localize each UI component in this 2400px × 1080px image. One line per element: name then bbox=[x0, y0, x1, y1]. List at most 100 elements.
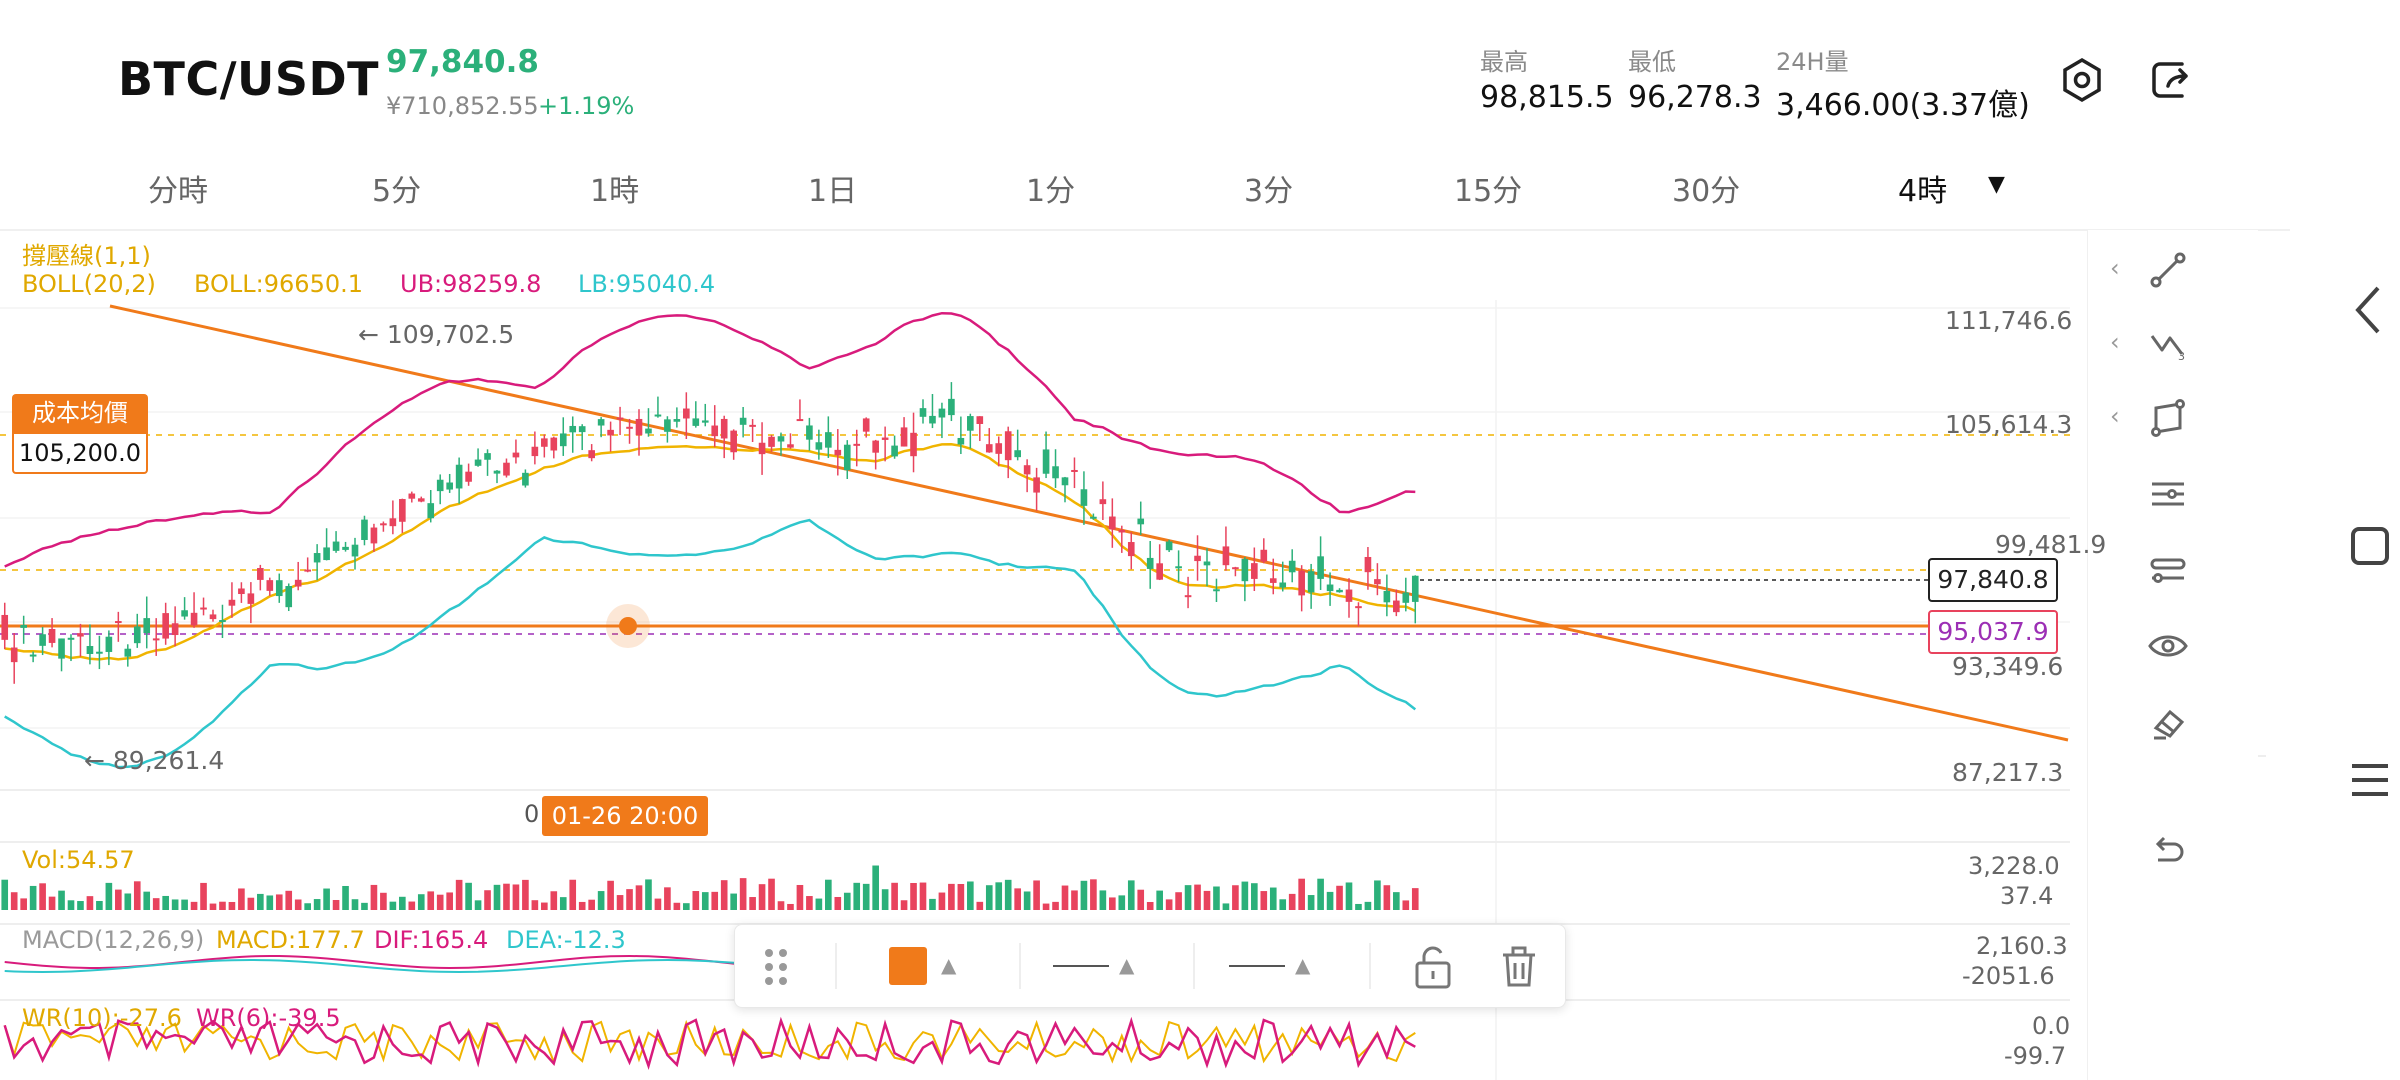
candle bbox=[664, 419, 671, 432]
candle bbox=[29, 654, 37, 657]
volume-bar bbox=[1288, 893, 1296, 910]
volume-bar bbox=[1364, 901, 1372, 910]
rectangle-icon[interactable] bbox=[2144, 394, 2192, 442]
volume-bar bbox=[275, 894, 283, 910]
wave-icon[interactable]: 3 bbox=[2144, 320, 2192, 368]
unlock-icon[interactable] bbox=[1411, 943, 1455, 995]
candle bbox=[891, 445, 898, 457]
candle bbox=[1260, 549, 1268, 562]
volume-bar bbox=[531, 900, 539, 910]
volume-bar bbox=[843, 892, 851, 910]
eraser-icon[interactable] bbox=[2144, 698, 2192, 746]
trash-icon[interactable] bbox=[1497, 943, 1541, 995]
volume-bar bbox=[1393, 892, 1400, 910]
parallel-lines-icon[interactable] bbox=[2144, 470, 2192, 518]
ray-icon[interactable] bbox=[2144, 546, 2192, 594]
trend-line bbox=[109, 304, 2069, 742]
y-tick: 87,217.3 bbox=[1952, 758, 2064, 787]
expand-arrow-icon[interactable]: ‹ bbox=[2110, 402, 2120, 430]
boll-middle-band bbox=[4, 443, 1416, 661]
line-style[interactable] bbox=[1053, 965, 1109, 967]
volume-bar bbox=[1411, 888, 1419, 910]
candle bbox=[332, 541, 340, 551]
candle bbox=[209, 614, 217, 620]
expand-arrow-icon[interactable]: ‹ bbox=[2110, 328, 2120, 356]
candle bbox=[1004, 431, 1012, 461]
caret-up-icon[interactable]: ▲ bbox=[941, 953, 957, 977]
recents-icon[interactable] bbox=[2350, 760, 2390, 804]
volume-bar bbox=[910, 882, 917, 910]
volume-bar bbox=[1033, 880, 1040, 910]
caret-up-icon[interactable]: ▲ bbox=[1295, 953, 1311, 977]
tab-1m[interactable]: 1分 bbox=[1026, 174, 1076, 209]
volume-bar bbox=[768, 878, 775, 910]
volume-bar bbox=[1042, 903, 1050, 910]
tab-timeline[interactable]: 分時 bbox=[148, 174, 208, 209]
candle bbox=[1213, 589, 1220, 592]
candle bbox=[1099, 499, 1107, 505]
expand-arrow-icon[interactable]: ‹ bbox=[2110, 254, 2120, 282]
chevron-down-icon[interactable]: ▼ bbox=[1988, 172, 2005, 197]
volume-bar bbox=[484, 890, 491, 910]
color-swatch[interactable] bbox=[889, 947, 927, 985]
volume-bar bbox=[171, 899, 179, 910]
eye-icon[interactable] bbox=[2144, 622, 2192, 670]
back-icon[interactable] bbox=[2348, 282, 2388, 342]
volume-bar bbox=[1194, 884, 1201, 910]
undo-icon[interactable] bbox=[2144, 826, 2192, 874]
volume-bar bbox=[474, 900, 482, 910]
line-width[interactable] bbox=[1229, 965, 1285, 967]
candle bbox=[1317, 556, 1324, 579]
drag-handle-icon[interactable] bbox=[761, 947, 791, 991]
support-resistance-label: 撐壓線(1,1) bbox=[22, 242, 151, 270]
candle bbox=[1194, 555, 1201, 562]
home-icon[interactable] bbox=[2350, 526, 2390, 570]
share-exit-icon[interactable] bbox=[2148, 56, 2196, 108]
y-tick: 105,614.3 bbox=[1945, 410, 2073, 439]
candle bbox=[853, 443, 861, 446]
macd-tick: 2,160.3 bbox=[1976, 932, 2068, 960]
settings-hex-icon[interactable] bbox=[2058, 56, 2106, 108]
tab-5m[interactable]: 5分 bbox=[372, 174, 422, 209]
tab-4h[interactable]: 4時 bbox=[1898, 174, 1948, 209]
volume-bar bbox=[929, 898, 936, 910]
candle bbox=[503, 462, 510, 476]
volume-bar bbox=[881, 889, 889, 910]
tab-1d[interactable]: 1日 bbox=[808, 174, 858, 209]
candle bbox=[1175, 566, 1182, 569]
tab-1h[interactable]: 1時 bbox=[590, 174, 640, 209]
volume-bar bbox=[1014, 888, 1021, 910]
wr-tick: 0.0 bbox=[2032, 1012, 2071, 1040]
candle bbox=[985, 444, 993, 453]
candle bbox=[1, 614, 9, 640]
candle bbox=[881, 437, 889, 440]
tab-3m[interactable]: 3分 bbox=[1244, 174, 1294, 209]
volume-bar bbox=[1232, 885, 1239, 910]
pair-title[interactable]: BTC/USDT bbox=[118, 52, 380, 106]
volume-bar bbox=[720, 880, 728, 910]
volume-bar bbox=[645, 879, 652, 910]
volume-bar bbox=[569, 879, 577, 910]
alert-price-tag[interactable]: 95,037.9 bbox=[1928, 610, 2058, 654]
tab-30m[interactable]: 30分 bbox=[1672, 174, 1741, 209]
volume-bar bbox=[938, 892, 946, 910]
volume-bar bbox=[313, 899, 321, 910]
volume-bar bbox=[777, 901, 785, 910]
tab-15m[interactable]: 15分 bbox=[1454, 174, 1523, 209]
candle bbox=[1307, 571, 1315, 593]
volume-bar bbox=[380, 892, 387, 910]
candle bbox=[976, 416, 984, 424]
volume-bar bbox=[294, 899, 302, 910]
volume-bar bbox=[654, 898, 662, 910]
trendline-icon[interactable] bbox=[2144, 246, 2192, 294]
boll-upper-band bbox=[4, 311, 1416, 568]
macd-tick: -2051.6 bbox=[1962, 962, 2055, 990]
volume-bar bbox=[862, 883, 870, 910]
volume-bar bbox=[1109, 897, 1116, 910]
candle bbox=[427, 503, 435, 519]
caret-up-icon[interactable]: ▲ bbox=[1119, 953, 1135, 977]
candle bbox=[370, 527, 378, 544]
volume-bar bbox=[77, 901, 84, 910]
volume-bar bbox=[664, 887, 671, 910]
candle bbox=[1137, 518, 1145, 525]
